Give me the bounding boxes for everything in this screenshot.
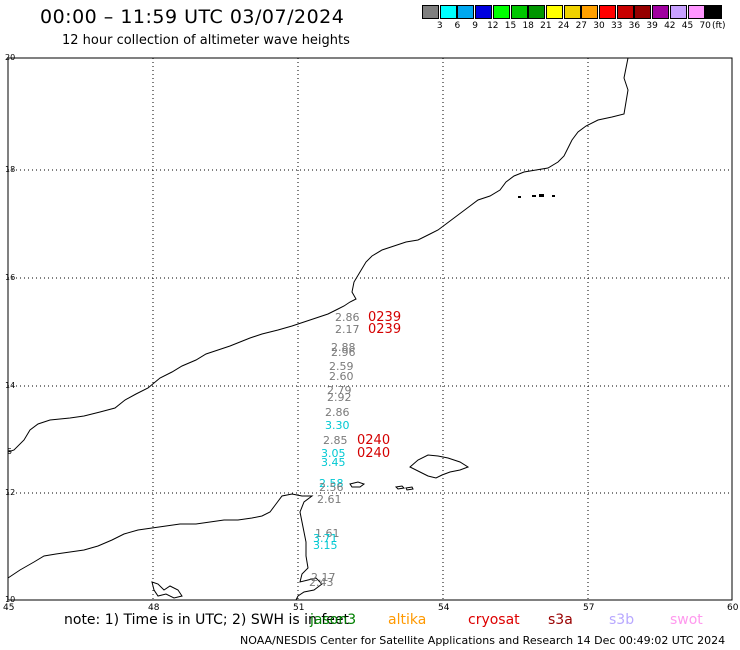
pass-time-label: 0239 — [368, 310, 402, 325]
map-frame — [7, 57, 733, 601]
satellite-jason3: jason3 — [310, 612, 357, 628]
legend-label: 39 — [646, 21, 658, 31]
swh-value: 2.17 — [335, 323, 360, 336]
legend-label: 9 — [472, 21, 478, 31]
lat-label-14: 14 — [5, 381, 16, 390]
page-title: 00:00 – 11:59 UTC 03/07/2024 — [40, 6, 345, 28]
swh-value: 3.71 — [313, 532, 338, 545]
coastline-arabia — [7, 57, 629, 453]
swh-value: 2.79 — [327, 384, 352, 397]
swh-value: 3.30 — [325, 419, 350, 432]
legend-label: 27 — [575, 21, 588, 31]
legend-label: 30 — [593, 21, 605, 31]
lat-label-12: 12 — [5, 488, 16, 497]
lon-extra-label: 5 — [7, 447, 13, 456]
legend-label: 36 — [628, 21, 641, 31]
legend-label: 45 — [681, 21, 694, 31]
lat-label-10: 10 — [5, 595, 16, 604]
legend-swatch — [705, 5, 723, 19]
pass-time-label: 0239 — [368, 322, 402, 337]
legend-label: 21 — [540, 21, 552, 31]
legend-label: 42 — [664, 21, 676, 31]
swh-value: 2.85 — [323, 434, 348, 447]
legend-label: 24 — [557, 21, 570, 31]
legend-label: 6 — [454, 21, 461, 31]
swh-value: 2.86 — [335, 311, 360, 324]
legend-swatch — [669, 5, 687, 19]
island-abd-al-kuri — [349, 481, 366, 488]
pass-time-label: 0240 — [357, 446, 391, 461]
legend-swatch — [563, 5, 581, 19]
swh-value: 2.92 — [327, 391, 352, 404]
swh-value: 2.59 — [329, 360, 354, 373]
swh-value: 2.96 — [331, 346, 356, 359]
island-socotra — [409, 454, 470, 479]
legend-unit: (ft) — [712, 21, 726, 31]
swh-value: 2.60 — [329, 370, 354, 383]
lon-label-48: 48 — [148, 603, 160, 613]
pass-time-label: 0240 — [357, 433, 391, 448]
lon-label-51: 51 — [293, 603, 305, 613]
satellite-s3b: s3b — [609, 612, 635, 628]
legend-swatch — [492, 5, 510, 19]
graticule — [8, 58, 732, 600]
swh-value: 2.61 — [317, 493, 342, 506]
legend-swatch — [581, 5, 599, 19]
swh-value: 2.86 — [325, 406, 350, 419]
legend-label: 12 — [487, 21, 499, 31]
legend-label: 33 — [610, 21, 623, 31]
swh-value: 3.45 — [321, 456, 346, 469]
legend-label: 18 — [522, 21, 534, 31]
lat-label-16: 16 — [5, 273, 16, 282]
legend-swatch — [687, 5, 705, 19]
legend-label: 15 — [504, 21, 517, 31]
satellite-altika: altika — [388, 612, 427, 628]
satellite-cryosat: cryosat — [468, 612, 520, 628]
swh-value: 2.88 — [331, 341, 356, 354]
lon-label-57: 57 — [583, 603, 595, 613]
note-text: note: 1) Time is in UTC; 2) SWH is in fe… — [64, 612, 350, 628]
legend-swatch — [510, 5, 528, 19]
legend-swatch — [439, 5, 457, 19]
legend-label: 70 — [699, 21, 711, 31]
swh-value: 1.61 — [315, 527, 340, 540]
legend-swatch — [457, 5, 475, 19]
swh-value: 2.58 — [319, 477, 344, 490]
footer-credit: NOAA/NESDIS Center for Satellite Applica… — [240, 634, 726, 647]
coastline-somalia — [7, 493, 323, 601]
lon-label-45: 45 — [3, 603, 15, 613]
lat-label-20: 20 — [5, 53, 16, 62]
legend-swatch — [545, 5, 563, 19]
legend-swatch — [634, 5, 652, 19]
legend-label: 3 — [436, 21, 443, 31]
page-subtitle: 12 hour collection of altimeter wave hei… — [62, 33, 350, 48]
swh-value: 3.05 — [321, 447, 346, 460]
lat-label-18: 18 — [5, 165, 16, 174]
swh-value: 2.17 — [311, 571, 336, 584]
island-samha — [405, 486, 414, 491]
lon-label-60: 60 — [727, 603, 739, 613]
legend-swatch — [475, 5, 493, 19]
satellite-swot: swot — [670, 612, 703, 628]
coastal-islets — [151, 581, 183, 599]
swh-value: 2.43 — [309, 576, 334, 589]
swh-value: 3.15 — [313, 539, 338, 552]
legend-swatch — [422, 5, 439, 19]
legend-swatch — [599, 5, 616, 19]
legend-swatch — [652, 5, 670, 19]
island-darsa — [394, 485, 406, 490]
satellite-s3a: s3a — [548, 612, 573, 628]
swh-value: 2.56 — [319, 481, 344, 494]
lon-label-54: 54 — [438, 603, 450, 613]
kuria-muria-islands — [518, 194, 555, 198]
legend-swatch — [528, 5, 546, 19]
legend-swatch — [616, 5, 634, 19]
